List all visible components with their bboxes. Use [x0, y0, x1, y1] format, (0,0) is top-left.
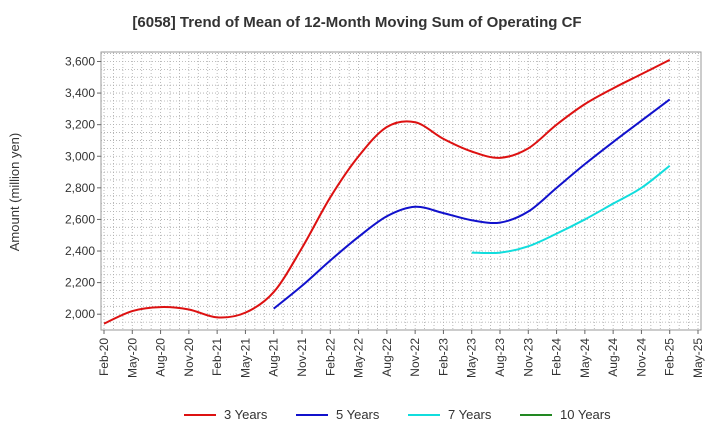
- legend-label-7-years: 7 Years: [448, 407, 492, 422]
- x-tick-label: May-22: [352, 338, 366, 378]
- x-tick-label: Nov-21: [295, 338, 309, 377]
- series-lines: [103, 59, 671, 325]
- x-tick-label: May-20: [125, 338, 139, 378]
- y-tick-label: 3,200: [65, 118, 95, 132]
- x-tick-label: Feb-20: [97, 338, 111, 376]
- y-tick-label: 2,400: [65, 244, 95, 258]
- series-line-7-years: [471, 164, 671, 255]
- legend: 3 Years 5 Years 7 Years 10 Years: [184, 407, 611, 422]
- x-tick-label: Feb-22: [323, 338, 337, 376]
- x-tick-label: May-21: [238, 338, 252, 378]
- y-axis-label: Amount (million yen): [7, 133, 22, 252]
- plot-area: [100, 51, 702, 331]
- x-tick-label: Aug-22: [380, 338, 394, 377]
- x-tick-label: Aug-21: [267, 338, 281, 377]
- series-line-5-years: [273, 98, 671, 310]
- x-tick-label: Aug-24: [606, 338, 620, 377]
- x-tick-label: Aug-23: [493, 338, 507, 377]
- y-tick-label: 2,000: [65, 307, 95, 321]
- x-tick-label: Nov-20: [182, 338, 196, 377]
- y-tick-label: 3,400: [65, 86, 95, 100]
- x-tick-label: Feb-25: [663, 338, 677, 376]
- x-tick-label: Nov-24: [634, 338, 648, 377]
- y-axis-ticks: 2,000 2,200 2,400 2,600 2,800 3,000 3,200 3,400…: [65, 54, 101, 321]
- legend-label-3-years: 3 Years: [224, 407, 268, 422]
- x-tick-label: May-25: [691, 338, 705, 378]
- x-tick-label: Feb-23: [436, 338, 450, 376]
- x-tick-label: Nov-23: [521, 338, 535, 377]
- x-axis-ticks: Feb-20 May-20 Aug-20 Nov-20 Feb-21 May-21 Aug-…: [97, 330, 705, 378]
- x-tick-label: May-24: [578, 338, 592, 378]
- y-tick-label: 3,000: [65, 149, 95, 163]
- x-tick-label: Feb-24: [550, 338, 564, 376]
- x-tick-label: May-23: [465, 338, 479, 378]
- y-tick-label: 2,800: [65, 181, 95, 195]
- legend-label-10-years: 10 Years: [560, 407, 611, 422]
- y-tick-label: 3,600: [65, 54, 95, 68]
- x-tick-label: Nov-22: [408, 338, 422, 377]
- x-tick-label: Aug-20: [154, 338, 168, 377]
- gridlines: [101, 52, 701, 330]
- chart-title: [6058] Trend of Mean of 12-Month Moving …: [132, 14, 581, 31]
- legend-label-5-years: 5 Years: [336, 407, 380, 422]
- series-line-3-years: [103, 59, 671, 325]
- y-tick-label: 2,200: [65, 276, 95, 290]
- x-tick-label: Feb-21: [210, 338, 224, 376]
- y-tick-label: 2,600: [65, 212, 95, 226]
